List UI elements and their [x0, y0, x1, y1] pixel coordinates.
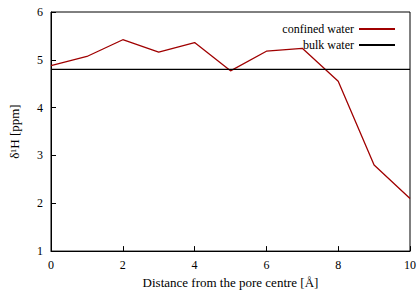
- svg-text:bulk water: bulk water: [303, 38, 354, 52]
- svg-text:4: 4: [192, 258, 198, 272]
- svg-text:Distance from the pore centre: Distance from the pore centre [Å]: [143, 275, 319, 290]
- svg-text:10: 10: [404, 258, 416, 272]
- svg-text:2: 2: [120, 258, 126, 272]
- svg-text:1: 1: [37, 244, 43, 258]
- svg-text:6: 6: [263, 258, 269, 272]
- svg-text:δ¹H [ppm]: δ¹H [ppm]: [7, 104, 22, 158]
- svg-text:8: 8: [335, 258, 341, 272]
- svg-text:5: 5: [37, 53, 43, 67]
- svg-text:confined water: confined water: [282, 22, 354, 36]
- svg-text:2: 2: [37, 196, 43, 210]
- svg-text:6: 6: [37, 5, 43, 19]
- svg-text:0: 0: [48, 258, 54, 272]
- svg-text:3: 3: [37, 148, 43, 162]
- svg-text:4: 4: [37, 101, 43, 115]
